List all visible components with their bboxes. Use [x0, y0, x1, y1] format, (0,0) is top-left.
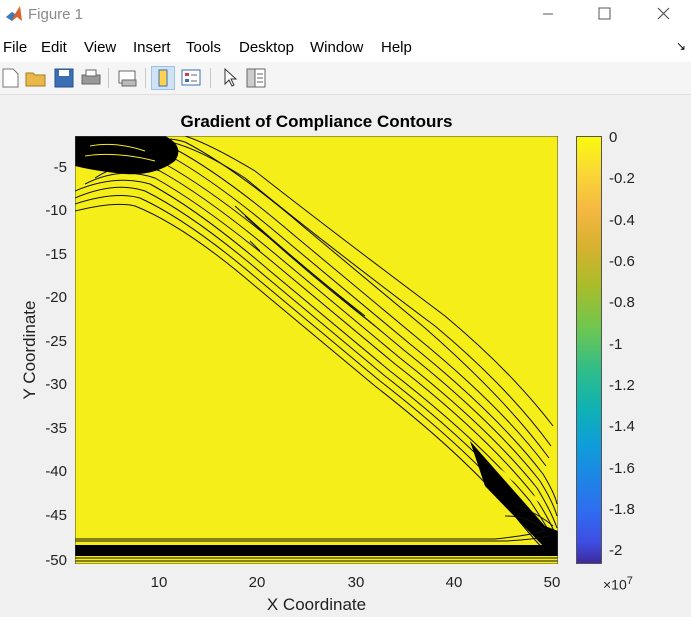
- colorbar-tick-label: -0.8: [609, 294, 635, 311]
- x-tick-label: 40: [445, 574, 463, 591]
- link-plot-button[interactable]: [116, 66, 140, 90]
- y-tick-label: -35: [45, 420, 67, 437]
- toolbar-separator: [108, 68, 109, 88]
- insert-colorbar-button[interactable]: [151, 66, 175, 90]
- open-file-button[interactable]: [24, 66, 48, 90]
- menu-help[interactable]: Help: [381, 39, 412, 56]
- colorbar-tick-label: -1.8: [609, 501, 635, 518]
- colorbar-tick-label: -0.2: [609, 170, 635, 187]
- colorbar-tick-label: -2: [609, 542, 623, 559]
- minimize-icon: [543, 13, 553, 15]
- dense-contour-band-diagonal: [470, 441, 558, 548]
- y-tick-label: -45: [45, 507, 67, 524]
- y-tick-label: -15: [45, 246, 67, 263]
- contour-plot: [74, 135, 559, 565]
- toolbar-separator: [210, 68, 211, 88]
- maximize-button[interactable]: [582, 0, 628, 30]
- colorbar-tick-label: 0: [609, 129, 618, 146]
- print-icon: [81, 69, 101, 85]
- colorbar-tick-label: -1.6: [609, 460, 635, 477]
- plot-title: Gradient of Compliance Contours: [180, 112, 453, 131]
- x-tick-label: 10: [150, 574, 168, 591]
- new-figure-button[interactable]: [0, 66, 24, 90]
- y-tick-label: -40: [45, 463, 67, 480]
- y-tick-label: -30: [45, 376, 67, 393]
- y-tick-label: -5: [53, 159, 67, 176]
- dock-figure-icon[interactable]: ↘: [675, 39, 686, 53]
- y-tick-label: -10: [45, 202, 67, 219]
- maximize-icon: [598, 7, 611, 20]
- open-file-icon: [25, 72, 46, 87]
- menu-tools[interactable]: Tools: [186, 39, 222, 56]
- colorbar-tick-label: -1: [609, 336, 623, 353]
- print-button[interactable]: [79, 66, 103, 90]
- insert-legend-button[interactable]: [179, 66, 203, 90]
- plot-axes[interactable]: [74, 135, 559, 565]
- colorbar-tick-label: -0.4: [609, 212, 635, 229]
- property-inspector-button[interactable]: [244, 66, 268, 90]
- figure-toolbar: [0, 62, 691, 95]
- x-axis-label: X Coordinate: [266, 595, 367, 614]
- dense-contour-band-bottom: [75, 545, 558, 556]
- insert-colorbar-icon: [158, 69, 168, 87]
- menu-file[interactable]: File: [3, 39, 28, 56]
- edit-plot-button[interactable]: [218, 66, 242, 90]
- menu-view[interactable]: View: [84, 39, 117, 56]
- y-tick-label: -25: [45, 333, 67, 350]
- new-figure-icon: [2, 68, 19, 88]
- x-tick-label: 20: [248, 574, 266, 591]
- y-axis-label: Y Coordinate: [20, 300, 39, 400]
- dense-contour-band-topleft: [75, 136, 179, 175]
- save-icon: [54, 68, 74, 88]
- close-icon: [657, 7, 670, 20]
- link-plot-icon: [118, 70, 137, 87]
- menu-desktop[interactable]: Desktop: [239, 39, 295, 56]
- save-button[interactable]: [52, 66, 76, 90]
- property-inspector-icon: [246, 68, 266, 88]
- insert-legend-icon: [181, 69, 201, 86]
- colorbar-exponent: ×107: [603, 575, 633, 593]
- colorbar-tick-label: -1.4: [609, 418, 635, 435]
- x-tick-label: 50: [543, 574, 561, 591]
- close-button[interactable]: [641, 0, 687, 30]
- colorbar-tick-label: -0.6: [609, 253, 635, 270]
- window-titlebar: Figure 1: [0, 0, 691, 30]
- matlab-logo-icon: [6, 6, 22, 21]
- menu-edit[interactable]: Edit: [41, 39, 67, 56]
- toolbar-separator: [145, 68, 146, 88]
- window-title: Figure 1: [28, 6, 84, 23]
- minimize-button[interactable]: [525, 0, 571, 30]
- menu-insert[interactable]: Insert: [133, 39, 171, 56]
- menu-bar: File Edit View Insert Tools Desktop Wind…: [0, 34, 691, 60]
- colorbar[interactable]: [576, 136, 602, 564]
- y-tick-label: -20: [45, 289, 67, 306]
- x-tick-label: 30: [347, 574, 365, 591]
- contour-lines: [74, 135, 558, 557]
- y-tick-label: -50: [45, 552, 67, 569]
- menu-window[interactable]: Window: [310, 39, 364, 56]
- edit-plot-arrow-icon: [224, 67, 238, 87]
- colorbar-tick-label: -1.2: [609, 377, 635, 394]
